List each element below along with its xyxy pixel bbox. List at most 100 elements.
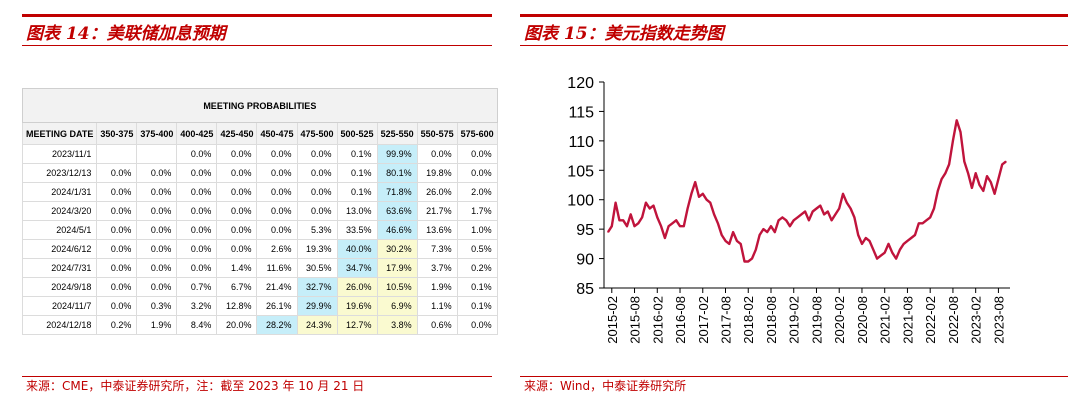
data-point bbox=[706, 199, 708, 201]
data-point bbox=[709, 202, 711, 204]
probability-cell: 0.0% bbox=[416, 144, 458, 164]
probability-cell: 0.0% bbox=[296, 144, 338, 164]
x-tick-label: 2016-02 bbox=[650, 296, 665, 344]
probability-cell: 10.5% bbox=[376, 277, 418, 297]
data-point bbox=[622, 219, 624, 221]
probability-cell: 0.0% bbox=[456, 163, 498, 183]
data-point bbox=[630, 213, 632, 215]
probability-cell: 0.0% bbox=[176, 144, 218, 164]
data-point bbox=[762, 228, 764, 230]
probability-cell: 0.0% bbox=[216, 144, 258, 164]
data-point bbox=[781, 216, 783, 218]
probability-cell: 0.0% bbox=[256, 163, 298, 183]
meeting-probabilities-table-wrap: MEETING PROBABILITIES MEETING DATE 350-37… bbox=[21, 88, 498, 335]
x-tick-label: 2018-02 bbox=[741, 296, 756, 344]
probability-cell: 6.7% bbox=[216, 277, 258, 297]
data-point bbox=[796, 216, 799, 218]
meeting-probabilities-table: MEETING PROBABILITIES MEETING DATE 350-37… bbox=[21, 88, 498, 335]
data-point bbox=[876, 258, 878, 260]
table-main-header: MEETING PROBABILITIES bbox=[22, 88, 498, 123]
x-tick-label: 2016-08 bbox=[673, 296, 688, 344]
data-point bbox=[778, 219, 780, 221]
table-row: 2024/6/12 0.0% 0.0% 0.0% 0.0% 2.6% 19.3% 40.0% 3… bbox=[21, 239, 498, 259]
probability-cell: 32.7% bbox=[296, 277, 338, 297]
data-point bbox=[997, 178, 999, 180]
table-row: 2023/11/1 0.0% 0.0% 0.0% 0.0% 0.1% 99.9% 0.0% 0.… bbox=[21, 144, 498, 164]
probability-cell: 6.9% bbox=[376, 296, 418, 316]
data-point bbox=[736, 240, 738, 242]
data-point bbox=[986, 175, 988, 177]
data-point bbox=[914, 234, 916, 236]
data-point bbox=[615, 202, 617, 204]
data-point bbox=[611, 225, 613, 227]
data-point bbox=[963, 160, 965, 163]
y-tick-label: 120 bbox=[567, 75, 594, 92]
data-point bbox=[819, 205, 821, 207]
meeting-date-cell: 2024/3/20 bbox=[21, 201, 98, 221]
x-tick-label: 2021-08 bbox=[900, 296, 915, 344]
probability-cell: 17.9% bbox=[376, 258, 418, 278]
data-point bbox=[721, 234, 723, 236]
data-point bbox=[929, 216, 931, 218]
probability-cell: 0.2% bbox=[456, 258, 498, 278]
data-point bbox=[770, 225, 772, 227]
data-point bbox=[880, 255, 882, 257]
probability-cell: 1.7% bbox=[456, 201, 498, 221]
data-point bbox=[618, 219, 620, 221]
data-point bbox=[698, 196, 700, 198]
data-point bbox=[967, 172, 969, 174]
data-point bbox=[637, 222, 639, 224]
probability-cell: 0.0% bbox=[136, 182, 178, 202]
data-point bbox=[675, 219, 677, 221]
column-header-range: 425-450 bbox=[216, 122, 258, 145]
column-header-range: 350-375 bbox=[96, 122, 138, 145]
data-point bbox=[990, 181, 992, 183]
probability-cell: 0.0% bbox=[136, 220, 178, 240]
probability-cell: 3.7% bbox=[416, 258, 458, 278]
meeting-date-cell: 2024/6/12 bbox=[21, 239, 98, 259]
data-point bbox=[853, 216, 855, 218]
data-point bbox=[933, 207, 935, 210]
probability-cell: 0.0% bbox=[456, 315, 498, 335]
data-point bbox=[868, 240, 871, 242]
probability-cell: 0.3% bbox=[136, 296, 178, 316]
data-point bbox=[846, 202, 848, 204]
probability-cell: 20.0% bbox=[216, 315, 258, 335]
probability-cell: 21.7% bbox=[416, 201, 458, 221]
data-point bbox=[694, 181, 696, 183]
meeting-date-cell: 2023/11/1 bbox=[21, 144, 98, 164]
probability-cell: 29.9% bbox=[296, 296, 338, 316]
data-point bbox=[937, 190, 939, 192]
probability-cell: 5.3% bbox=[296, 220, 338, 240]
probability-cell: 2.0% bbox=[456, 182, 498, 202]
data-point bbox=[652, 205, 655, 207]
data-point bbox=[903, 243, 905, 245]
probability-cell: 13.0% bbox=[336, 201, 378, 221]
probability-cell: 0.0% bbox=[96, 258, 138, 278]
data-point bbox=[850, 207, 852, 210]
data-point bbox=[633, 225, 636, 227]
probability-cell: 0.0% bbox=[216, 163, 258, 183]
probability-cell: 12.7% bbox=[336, 315, 378, 335]
probability-cell: 0.2% bbox=[96, 315, 138, 335]
data-point bbox=[952, 140, 954, 142]
probability-cell: 0.0% bbox=[216, 201, 258, 221]
data-point bbox=[641, 216, 643, 218]
data-point bbox=[800, 213, 802, 215]
probability-cell: 0.0% bbox=[216, 220, 258, 240]
column-header-range: 500-525 bbox=[336, 122, 378, 145]
probability-cell: 0.0% bbox=[256, 182, 298, 202]
data-point bbox=[925, 219, 927, 221]
probability-cell: 24.3% bbox=[296, 315, 338, 335]
probability-cell bbox=[96, 144, 138, 164]
probability-cell: 63.6% bbox=[376, 201, 418, 221]
data-point bbox=[751, 258, 753, 260]
meeting-date-cell: 2024/1/31 bbox=[21, 182, 98, 202]
probability-cell: 0.1% bbox=[336, 182, 378, 202]
probability-cell: 0.0% bbox=[296, 182, 338, 202]
data-point bbox=[668, 225, 670, 227]
data-point bbox=[891, 252, 893, 254]
probability-cell: 0.0% bbox=[136, 258, 178, 278]
probability-cell: 3.2% bbox=[176, 296, 218, 316]
probability-cell: 26.0% bbox=[336, 277, 378, 297]
